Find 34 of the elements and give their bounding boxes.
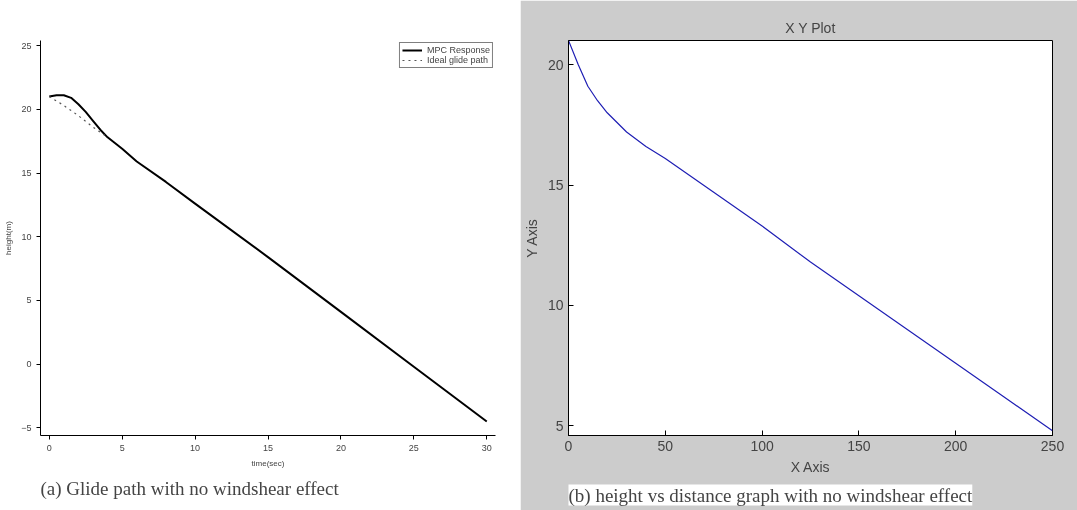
x-tick-label: 15 <box>262 442 274 453</box>
line-series <box>568 40 1053 432</box>
x-tick-label: 5 <box>119 442 125 453</box>
y-tick-label: 15 <box>547 177 564 194</box>
x-tick-label: 100 <box>750 437 774 454</box>
y-tick-label: 5 <box>26 295 32 306</box>
y-tick-label: 20 <box>21 104 32 115</box>
chart-title: X Y Plot <box>785 19 836 36</box>
x-tick-label: 10 <box>190 442 201 453</box>
x-tick-label: 150 <box>847 437 871 454</box>
y-tick-label: 10 <box>547 297 564 314</box>
y-tick-label: 15 <box>21 168 32 179</box>
y-axis-title: Y Axis <box>523 219 540 258</box>
y-tick-label: 10 <box>21 231 32 242</box>
y-tick-label: 5 <box>555 417 564 434</box>
y-tick-label: 0 <box>26 359 32 370</box>
y-axis-title: height(m) <box>4 220 14 255</box>
x-axis-title: X Axis <box>790 458 830 475</box>
legend-label: Ideal glide path <box>426 55 489 65</box>
line-series <box>48 94 488 423</box>
x-tick-label: 250 <box>1040 437 1065 454</box>
y-tick-label: 25 <box>21 40 32 51</box>
x-tick-label: 0 <box>46 442 52 453</box>
y-tick-label: 20 <box>547 56 564 73</box>
x-tick-label: 200 <box>944 437 968 454</box>
x-tick-label: 20 <box>335 442 346 453</box>
x-tick-label: 25 <box>408 442 419 453</box>
legend-label: MPC Response <box>426 45 490 55</box>
text: (a) Glide path with no windshear effect <box>40 477 340 500</box>
text: (b) height vs distance graph with no windshear effect <box>568 484 974 507</box>
y-tick-label: −5 <box>21 422 32 433</box>
x-tick-label: 30 <box>481 442 492 453</box>
x-axis-title: time(sec) <box>251 458 285 468</box>
x-tick-label: 50 <box>657 437 674 454</box>
